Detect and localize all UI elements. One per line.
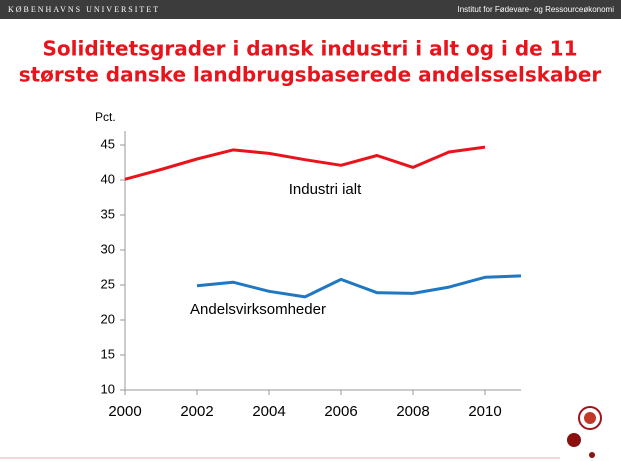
institute: Institut for Fødevare- og Ressourceøkono… <box>457 5 614 14</box>
dot <box>567 433 581 447</box>
x-tick-label: 2002 <box>180 403 213 420</box>
title-line: største danske landbrugsbaserede andelss… <box>19 63 602 87</box>
x-tick-label: 2000 <box>108 403 141 420</box>
logo <box>567 406 602 458</box>
x-tick-label: 2006 <box>324 403 357 420</box>
x-tick-label: 2010 <box>468 403 501 420</box>
series-line <box>196 274 522 299</box>
dot <box>589 452 595 458</box>
x-tick-label: 2004 <box>252 403 285 420</box>
title-line: Soliditetsgrader i dansk industri i alt … <box>42 37 577 61</box>
top-bar <box>0 0 621 19</box>
y-axis-label: Pct. <box>95 110 116 124</box>
series-label: Andelsvirksomheder <box>190 301 326 318</box>
y-tick-label: 40 <box>101 171 115 186</box>
y-tick-label: 20 <box>101 311 115 326</box>
y-tick-label: 35 <box>101 206 115 221</box>
university: KØBENHAVNS UNIVERSITET <box>8 5 160 14</box>
series-label: Industri ialt <box>289 181 362 198</box>
y-tick-label: 10 <box>101 381 115 396</box>
y-tick-label: 45 <box>101 136 115 151</box>
y-tick-label: 15 <box>101 346 115 361</box>
series-line <box>124 145 486 181</box>
y-tick-label: 25 <box>101 276 115 291</box>
x-tick-label: 2008 <box>396 403 429 420</box>
y-tick-label: 30 <box>101 241 115 256</box>
seal-core <box>584 412 596 424</box>
